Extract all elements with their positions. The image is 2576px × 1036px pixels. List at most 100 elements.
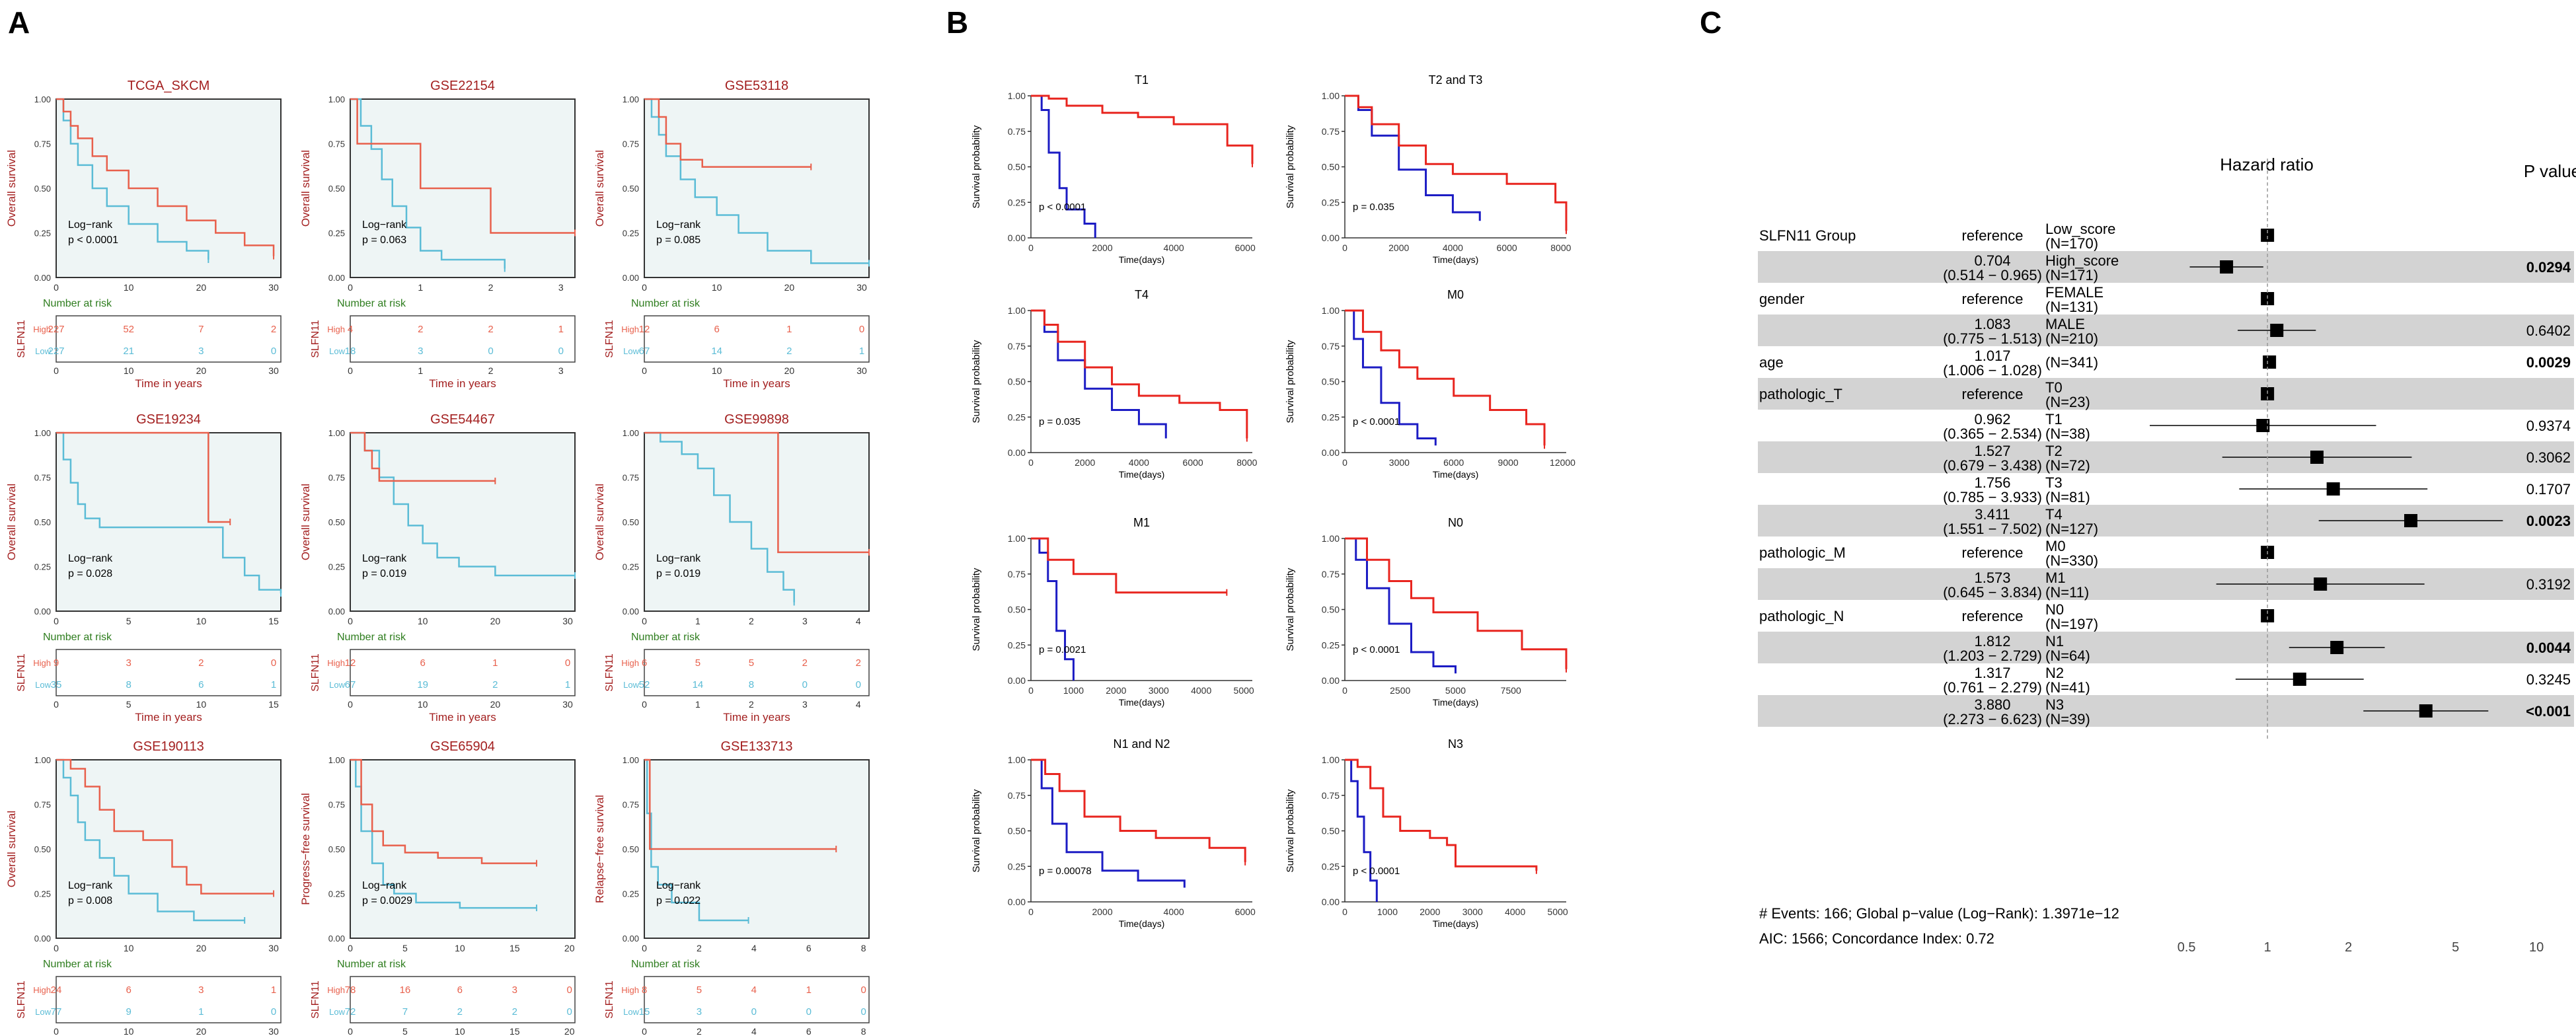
level-label: N0 (2045, 601, 2064, 618)
risk-label-low: Low (623, 680, 639, 690)
risk-count-low: 1 (565, 679, 570, 690)
survival-curve-high (644, 98, 812, 168)
risk-x-tick-label: 20 (196, 365, 207, 376)
risk-label-low: Low (623, 1007, 639, 1017)
confidence-interval: (0.775 − 1.513) (1943, 330, 2042, 347)
plot-title: GSE19234 (136, 412, 201, 427)
y-tick-label: 0.25 (1008, 861, 1026, 871)
risk-x-tick-label: 0 (54, 1026, 59, 1036)
hazard-ratio-value: 3.411 (1975, 506, 2010, 523)
x-tick-label: 20 (196, 943, 207, 953)
survival-curve-high (350, 98, 575, 234)
y-tick-label: 0.00 (623, 273, 639, 283)
y-tick-label: 0.00 (1322, 897, 1340, 907)
x-tick-label: 3000 (1462, 906, 1483, 917)
risk-count-high: 12 (639, 324, 650, 335)
risk-count-high: 5 (697, 984, 702, 996)
x-tick-label: 9000 (1498, 457, 1519, 468)
risk-count-high: 0 (859, 324, 864, 335)
x-tick-label: 20 (564, 943, 575, 953)
risk-table-title: Number at risk (43, 632, 112, 643)
survival-curve-red (1345, 309, 1546, 446)
p-value-label: p = 0.00078 (1039, 866, 1092, 877)
plot-title: GSE53118 (725, 79, 788, 93)
y-axis-label: Survival probability (971, 340, 982, 423)
x-tick-label: 3000 (1389, 457, 1410, 468)
risk-count-high: 2 (418, 324, 423, 335)
p-value: 0.3245 (2526, 671, 2571, 688)
hazard-ratio-marker (2270, 324, 2284, 337)
y-tick-label: 0.00 (34, 273, 51, 283)
survival-curve-blue (1345, 309, 1437, 446)
risk-label-low: Low (329, 346, 345, 356)
risk-x-tick-label: 1 (418, 365, 423, 376)
x-tick-label: 10 (712, 282, 722, 293)
x-tick-label: 0 (1342, 457, 1347, 468)
level-label: T2 (2045, 443, 2063, 459)
hazard-ratio-marker (2220, 260, 2234, 274)
forest-row: SLFN11 Group reference Low_score(N=170) (1759, 221, 2275, 252)
p-value: 0.3062 (2526, 449, 2571, 466)
y-tick-label: 0.25 (1322, 640, 1340, 650)
variable-label: pathologic_M (1759, 544, 1846, 561)
y-tick-label: 1.00 (1322, 305, 1340, 316)
risk-count-low: 3 (697, 1006, 702, 1018)
p-value-label: p = 0.0029 (362, 895, 412, 906)
survival-curve-high (644, 431, 869, 554)
risk-count-low: 18 (345, 346, 356, 357)
hazard-ratio-marker (2330, 641, 2344, 654)
y-tick-label: 1.00 (623, 428, 639, 438)
y-tick-label: 0.75 (1322, 569, 1340, 579)
survival-curve-red (1345, 94, 1568, 231)
plot-area (350, 432, 576, 612)
risk-count-low: 3 (198, 346, 204, 357)
confidence-interval: (0.365 − 2.534) (1943, 426, 2042, 442)
x-tick-label: 15 (510, 943, 520, 953)
risk-label-low: Low (35, 680, 51, 690)
x-tick-label: 10 (196, 616, 207, 626)
risk-x-tick-label: 10 (455, 1026, 465, 1036)
row-shade (1758, 441, 2574, 473)
variable-label: gender (1759, 291, 1805, 307)
survival-curve-low (644, 758, 749, 922)
y-tick-label: 0.75 (328, 473, 345, 483)
forest-row: 1.573(0.645 − 3.834)M1(N=11) 0.3192 (1758, 568, 2574, 601)
y-tick-label: 0.25 (328, 889, 345, 899)
confidence-interval: (0.514 − 0.965) (1943, 267, 2042, 283)
p-value: 0.0044 (2526, 640, 2571, 656)
y-tick-label: 1.00 (328, 428, 345, 438)
x-tick-label: 5000 (1548, 906, 1568, 917)
hazard-ratio-marker (2261, 229, 2275, 242)
hazard-ratio-value: 1.756 (1974, 474, 2010, 491)
km-plot-m0: M0 0.00 0.25 0.50 0.75 1.00 0 3000 6000 9000 12000… (1285, 288, 1575, 480)
risk-count-high: 3 (512, 984, 517, 996)
level-label: T3 (2045, 474, 2063, 491)
plot-title: N1 and N2 (1113, 737, 1170, 751)
hazard-ratio-value: reference (1962, 608, 2024, 624)
risk-x-tick-label: 0 (642, 365, 647, 376)
y-axis-label: Overall survival (593, 150, 606, 227)
p-value: 0.9374 (2526, 418, 2571, 434)
hazard-ratio-marker (2292, 673, 2306, 686)
x-tick-label: 4000 (1191, 685, 1211, 696)
p-value-label: p = 0.0021 (1039, 644, 1086, 655)
panel-c-forest-plot: Hazard ratio P value SLFN11 Group reference… (1758, 155, 2576, 955)
risk-x-tick-label: 0 (348, 365, 353, 376)
y-tick-label: 0.25 (1008, 412, 1026, 422)
p-value-label: p = 0.019 (656, 568, 701, 579)
y-axis-label: Progress−free survival (299, 793, 312, 905)
survival-curve-high (56, 758, 274, 895)
level-label: Low_score (2045, 221, 2115, 237)
survival-curve-high (644, 758, 837, 850)
y-tick-label: 0.00 (623, 607, 639, 616)
risk-table-box (644, 976, 870, 1023)
y-tick-label: 1.00 (1008, 533, 1026, 544)
y-tick-label: 0.25 (1008, 640, 1026, 650)
hazard-ratio-marker (2256, 419, 2270, 432)
risk-table-box (350, 315, 576, 363)
risk-table-title: Number at risk (631, 959, 701, 970)
risk-count-low: 35 (51, 679, 62, 690)
